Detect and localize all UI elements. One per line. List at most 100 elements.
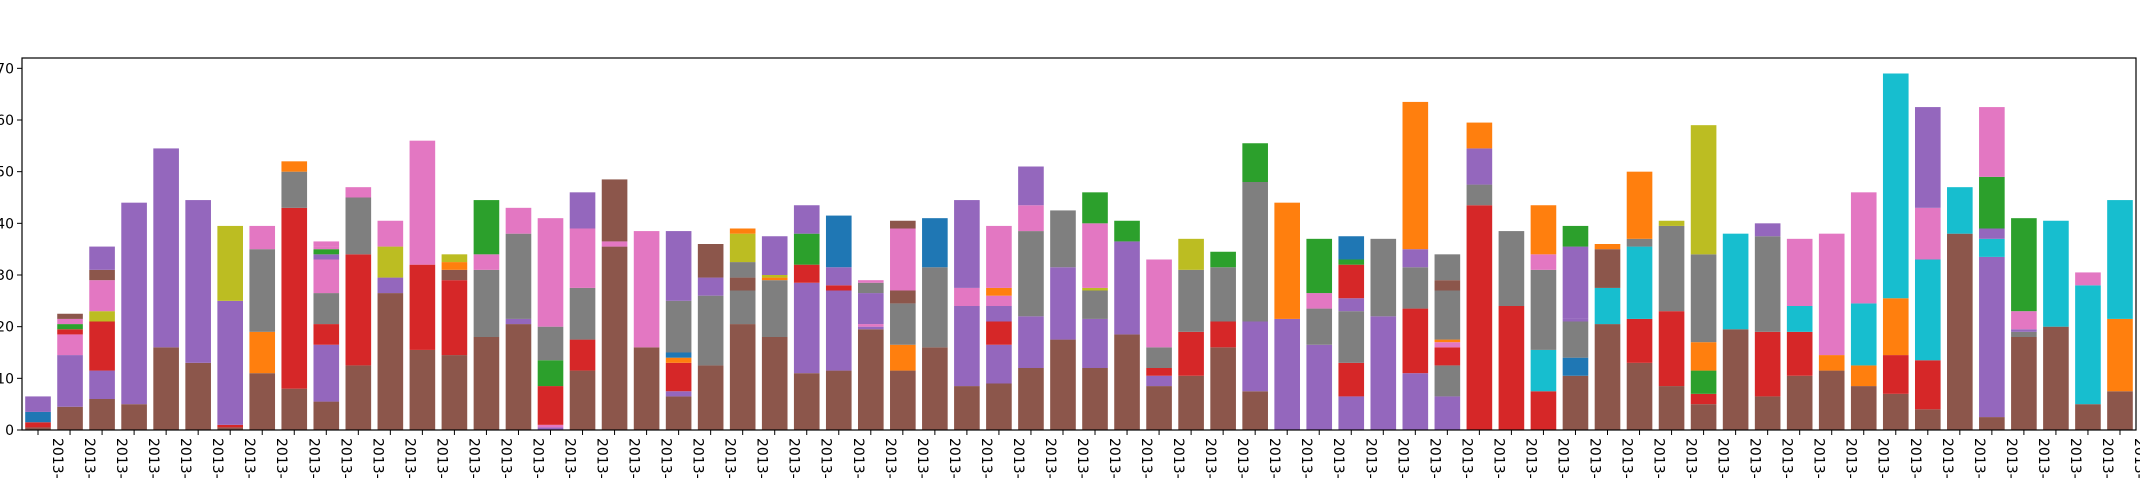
y-tick-label: 10 <box>0 371 14 387</box>
bar-segment <box>825 215 852 268</box>
bar-segment <box>1562 375 1589 430</box>
bar-segment <box>665 352 692 358</box>
bar-segment <box>1274 318 1300 430</box>
bar-segment <box>1690 370 1717 394</box>
bar-stack-22 <box>729 228 756 430</box>
bar-stack-3 <box>121 202 147 430</box>
x-tick-label: 2013-… <box>1651 438 1667 480</box>
bar-segment <box>1146 375 1172 387</box>
bar-segment <box>1594 324 1621 430</box>
bar-segment <box>313 344 340 402</box>
bar-segment <box>1850 303 1877 366</box>
x-tick-label: 2013-… <box>1875 438 1891 480</box>
bar-segment <box>793 264 820 283</box>
bar-segment <box>1786 238 1813 306</box>
bar-stack-13 <box>441 254 468 430</box>
bar-stack-31 <box>1018 166 1044 430</box>
bar-segment <box>2043 326 2069 430</box>
bar-segment <box>1338 362 1365 397</box>
bar-segment <box>857 326 884 330</box>
bar-stack-8 <box>281 161 308 430</box>
x-tick-label: 2013-… <box>1010 438 1026 480</box>
bar-segment <box>121 404 147 430</box>
bar-segment <box>1402 267 1429 309</box>
bar-stack-58 <box>1882 73 1909 430</box>
bar-segment <box>1947 233 1973 430</box>
bar-stack-56 <box>1818 233 1845 430</box>
bar-stack-61 <box>1979 107 2005 430</box>
y-axis: 0 10 20 30 40 50 60 70 <box>0 61 22 439</box>
bar-segment <box>217 225 243 301</box>
bar-segment <box>793 259 820 265</box>
bar-segment <box>1947 187 1973 234</box>
x-tick-label: 2013-… <box>1907 438 1923 480</box>
bar-segment <box>1530 391 1557 430</box>
x-tick-label: 2013-… <box>2099 438 2115 480</box>
x-tick-label: 2013-… <box>1619 438 1635 480</box>
bar-segment <box>1626 246 1653 319</box>
bar-segment <box>857 282 884 294</box>
bar-segment <box>1594 244 1621 250</box>
bar-segment <box>313 241 340 247</box>
bar-segment <box>1018 368 1044 430</box>
bar-segment <box>313 254 340 260</box>
bar-stack-39 <box>1274 202 1300 430</box>
x-tick-label: 2013-… <box>177 438 193 480</box>
bar-segment <box>633 231 660 348</box>
bar-segment <box>1530 349 1557 392</box>
bar-segment <box>569 228 596 288</box>
bar-segment <box>1818 233 1845 356</box>
bar-segment <box>986 321 1012 345</box>
bar-segment <box>697 277 724 296</box>
bar-stack-29 <box>954 200 980 430</box>
x-tick-label: 2013-… <box>2035 438 2051 480</box>
bar-segment <box>1914 409 1941 430</box>
bar-segment <box>729 228 756 234</box>
bar-segment <box>1082 368 1108 430</box>
bar-stack-19 <box>633 231 660 430</box>
bar-segment <box>1306 293 1333 309</box>
bar-stack-35 <box>1146 259 1172 430</box>
bar-segment <box>569 287 596 340</box>
x-tick-label: 2013-… <box>497 438 513 480</box>
bar-stack-9 <box>313 241 340 430</box>
bar-segment <box>1979 228 2005 239</box>
bar-segment <box>1338 311 1365 363</box>
bar-stack-25 <box>825 215 852 430</box>
bar-segment <box>1498 306 1525 430</box>
bar-stack-38 <box>1242 143 1268 430</box>
bar-segment <box>986 306 1012 322</box>
bar-segment <box>825 370 852 430</box>
bar-segment <box>1818 355 1845 371</box>
bar-segment <box>1050 339 1076 430</box>
bar-stack-57 <box>1850 192 1877 430</box>
bar-segment <box>249 331 276 374</box>
bar-stack-21 <box>697 244 724 430</box>
bar-segment <box>1178 375 1204 430</box>
bar-segment <box>922 218 948 268</box>
bar-stack-32 <box>1050 210 1076 430</box>
x-tick-label: 2013-… <box>81 438 97 480</box>
bar-stack-48 <box>1562 225 1589 430</box>
x-tick-label: 2013-… <box>2067 438 2083 480</box>
bar-stack-16 <box>537 218 564 430</box>
bar-segment <box>665 396 692 430</box>
bar-stack-42 <box>1370 238 1397 430</box>
bar-segment <box>1242 182 1268 322</box>
bar-segment <box>1914 360 1941 410</box>
bar-segment <box>857 280 884 283</box>
bar-segment <box>57 334 83 356</box>
x-tick-label: 2013-… <box>722 438 738 480</box>
bar-segment <box>569 370 596 430</box>
bar-stack-60 <box>1947 187 1973 430</box>
x-tick-label: 2013-… <box>273 438 289 480</box>
bar-stack-53 <box>1722 233 1749 430</box>
bar-segment <box>57 355 83 407</box>
bar-segment <box>986 344 1012 384</box>
bar-segment <box>89 321 115 371</box>
x-tick-label: 2013-… <box>1074 438 1090 480</box>
x-tick-label: 2013-… <box>818 438 834 480</box>
bar-stack-43 <box>1402 101 1429 430</box>
bar-segment <box>1850 365 1877 387</box>
bar-segment <box>25 396 51 412</box>
